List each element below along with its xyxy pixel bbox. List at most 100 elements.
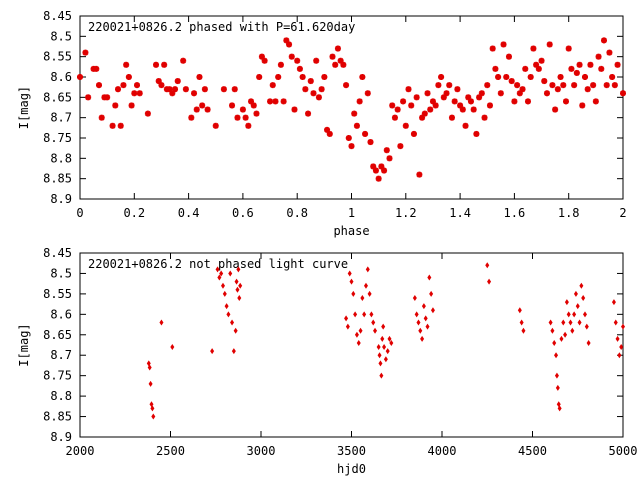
data-point [144, 110, 151, 117]
data-point [552, 339, 557, 346]
data-point [430, 307, 435, 314]
data-point [234, 278, 239, 285]
data-point [554, 86, 561, 93]
data-point [376, 344, 381, 351]
data-point [231, 348, 236, 355]
data-point [104, 94, 111, 101]
data-point [425, 323, 430, 330]
data-point [253, 110, 260, 117]
data-point [383, 147, 390, 154]
data-point [147, 364, 152, 371]
data-point [324, 126, 331, 133]
data-point [620, 90, 626, 97]
data-point [478, 90, 485, 97]
y-tick-label: 8.55 [43, 50, 72, 64]
data-point [394, 106, 401, 113]
data-point [217, 274, 222, 281]
data-point [235, 286, 240, 293]
x-tick-label: 5000 [609, 444, 638, 458]
data-point [557, 405, 562, 412]
data-point [521, 327, 526, 334]
data-point [245, 122, 252, 129]
data-point [231, 86, 238, 93]
data-point [568, 65, 575, 72]
data-point [562, 98, 569, 105]
data-point [566, 311, 571, 318]
data-point [487, 278, 492, 285]
data-point [427, 274, 432, 281]
data-point [563, 331, 568, 338]
y-tick-label: 8.6 [50, 307, 72, 321]
data-point [421, 110, 428, 117]
data-point [117, 122, 124, 129]
data-point [345, 323, 350, 330]
data-point [555, 384, 560, 391]
data-point [380, 335, 385, 342]
data-point [576, 61, 583, 68]
data-point [587, 61, 594, 68]
data-point [250, 102, 257, 109]
data-point [387, 335, 392, 342]
data-point [481, 114, 488, 121]
data-point [391, 114, 398, 121]
x-axis-title: hjd0 [337, 462, 366, 476]
data-point [385, 348, 390, 355]
data-point [318, 86, 325, 93]
data-point [77, 74, 83, 80]
data-point [220, 86, 227, 93]
y-tick-label: 8.5 [50, 29, 72, 43]
data-point [459, 106, 466, 113]
data-point [377, 352, 382, 359]
data-point [334, 45, 341, 52]
data-point [340, 61, 347, 68]
data-point [517, 307, 522, 314]
data-point [360, 294, 365, 301]
data-point [613, 319, 618, 326]
data-point [134, 82, 141, 89]
data-point [230, 319, 235, 326]
x-tick-label: 0.6 [232, 206, 254, 220]
data-point [408, 102, 415, 109]
data-point [432, 102, 439, 109]
x-tick-label: 1 [348, 206, 355, 220]
data-point [465, 94, 472, 101]
data-point [611, 82, 618, 89]
data-point [307, 78, 314, 85]
data-point [500, 41, 507, 48]
data-point [272, 98, 279, 105]
data-point [353, 311, 358, 318]
data-point [182, 86, 189, 93]
data-point [421, 303, 426, 310]
data-point [473, 130, 480, 137]
data-point [484, 82, 491, 89]
data-point [344, 315, 349, 322]
data-point [573, 290, 578, 297]
data-point [153, 61, 160, 68]
data-point [269, 82, 276, 89]
data-point [354, 331, 359, 338]
data-point [382, 344, 387, 351]
data-point [598, 65, 605, 72]
data-point [123, 61, 130, 68]
data-point [503, 74, 510, 80]
data-point [492, 65, 499, 72]
data-point [590, 82, 597, 89]
chart-title: 220021+0826.2 phased with P=61.620day [88, 20, 355, 34]
data-point [310, 90, 317, 97]
data-point [379, 372, 384, 379]
data-point [410, 130, 417, 137]
data-point [367, 290, 372, 297]
x-tick-label: 1.4 [449, 206, 471, 220]
data-point [136, 90, 143, 97]
y-tick-label: 8.85 [43, 410, 72, 424]
data-point [302, 86, 309, 93]
data-point [606, 49, 613, 56]
y-tick-label: 8.8 [50, 151, 72, 165]
data-point [584, 323, 589, 330]
data-point [454, 86, 461, 93]
data-point [343, 82, 350, 89]
data-point [286, 41, 293, 48]
data-point [418, 327, 423, 334]
data-point [204, 106, 211, 113]
data-point [351, 290, 356, 297]
